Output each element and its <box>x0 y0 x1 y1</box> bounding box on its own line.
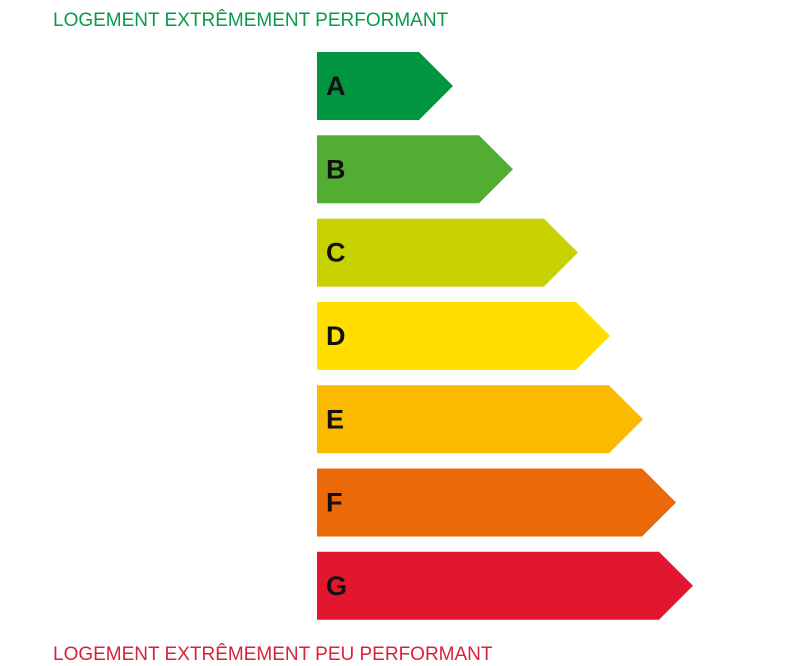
energy-class-arrow <box>317 135 513 204</box>
energy-class-letter: A <box>326 71 346 101</box>
energy-class-letter: G <box>326 571 347 601</box>
energy-class-arrow <box>317 301 610 370</box>
energy-class-arrow <box>317 52 453 120</box>
energy-class-arrow <box>317 551 693 620</box>
energy-class-letter: D <box>326 321 346 351</box>
energy-class-arrow <box>317 385 643 454</box>
bottom-caption: LOGEMENT EXTRÊMEMENT PEU PERFORMANT <box>53 643 493 665</box>
energy-class-letter: F <box>326 488 343 518</box>
energy-class-arrow <box>317 218 578 287</box>
top-caption: LOGEMENT EXTRÊMEMENT PERFORMANT <box>53 9 449 31</box>
energy-class-letter: E <box>326 404 344 434</box>
energy-class-arrow <box>317 468 676 537</box>
energy-class-letter: B <box>326 154 346 184</box>
energy-class-letter: C <box>326 238 346 268</box>
